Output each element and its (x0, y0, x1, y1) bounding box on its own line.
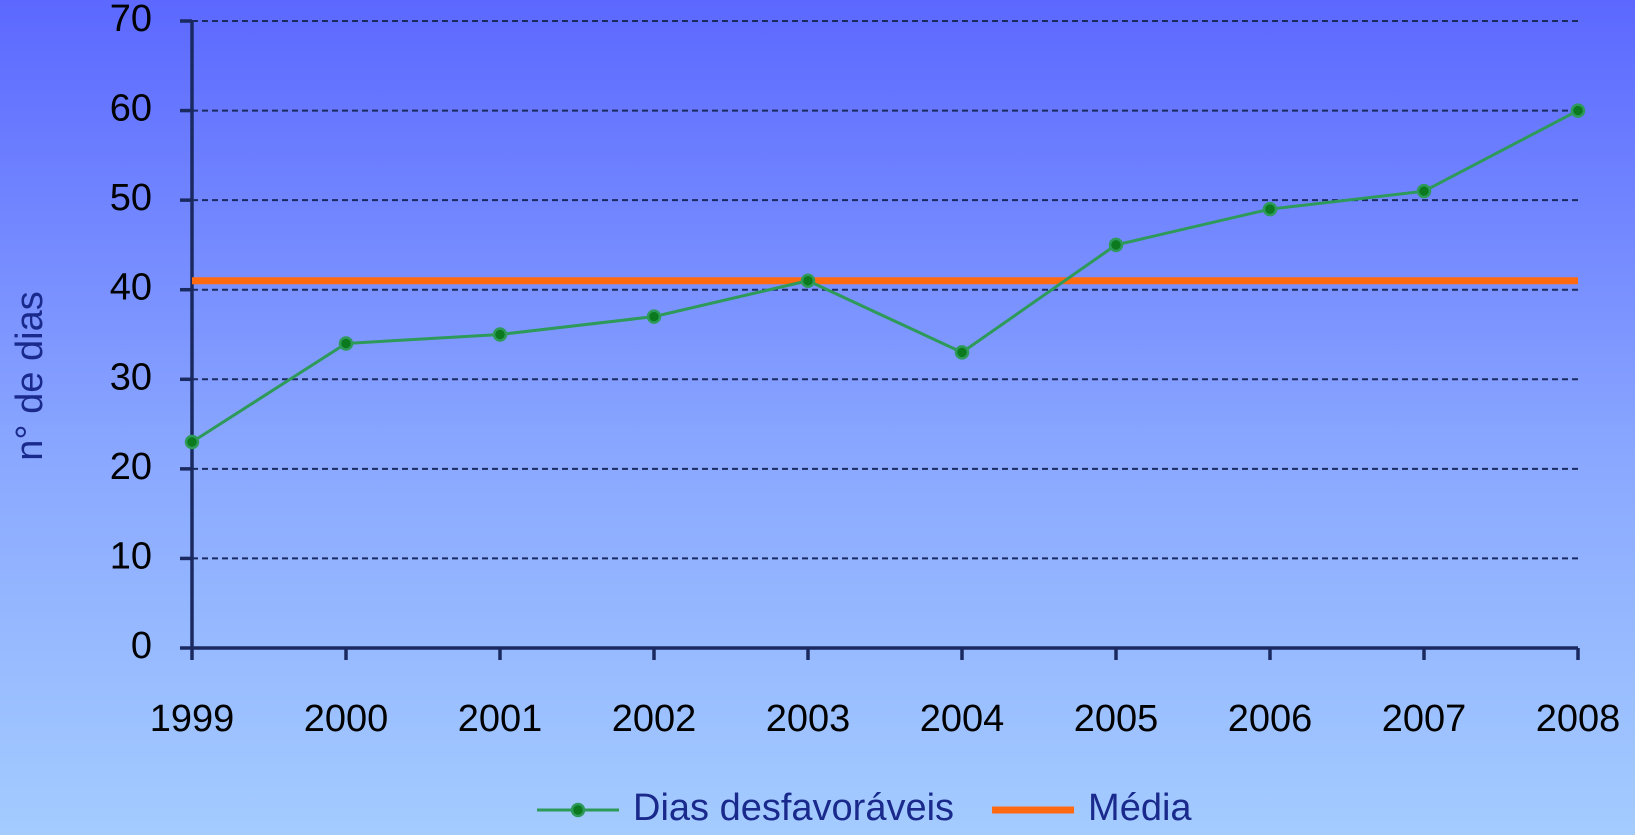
x-tick-label: 2002 (612, 698, 697, 740)
data-point (1416, 183, 1432, 199)
x-tick-label: 2000 (304, 698, 389, 740)
y-tick-label: 10 (110, 535, 152, 577)
data-point (1570, 103, 1586, 118)
data-point (492, 327, 508, 342)
x-tick-label: 2003 (766, 698, 851, 740)
y-tick-label: 60 (110, 88, 152, 130)
data-point (800, 273, 816, 289)
x-tick-label: 2007 (1382, 698, 1467, 740)
x-tick-label: 1999 (150, 698, 235, 740)
x-tick-label: 2006 (1228, 698, 1313, 740)
y-tick-label: 20 (110, 446, 152, 488)
data-point (954, 345, 970, 360)
data-point (184, 434, 200, 450)
x-tick-label: 2001 (458, 698, 543, 740)
series-line (191, 109, 1579, 444)
x-tick-label: 2005 (1074, 698, 1159, 740)
data-point (646, 309, 662, 324)
legend-label: Média (1088, 787, 1192, 829)
legend-label: Dias desfavoráveis (633, 787, 954, 829)
x-tick-label: 2004 (920, 698, 1005, 740)
y-axis-label: n° de dias (9, 291, 51, 460)
data-point (338, 336, 354, 351)
legend-marker (570, 802, 586, 818)
y-tick-label: 40 (110, 267, 152, 309)
data-point (1262, 201, 1278, 217)
y-tick-label: 0 (131, 625, 152, 667)
y-tick-label: 70 (110, 0, 152, 40)
x-tick-label: 2008 (1536, 698, 1621, 740)
y-tick-label: 30 (110, 356, 152, 398)
data-point (1108, 237, 1124, 253)
y-tick-label: 50 (110, 177, 152, 219)
